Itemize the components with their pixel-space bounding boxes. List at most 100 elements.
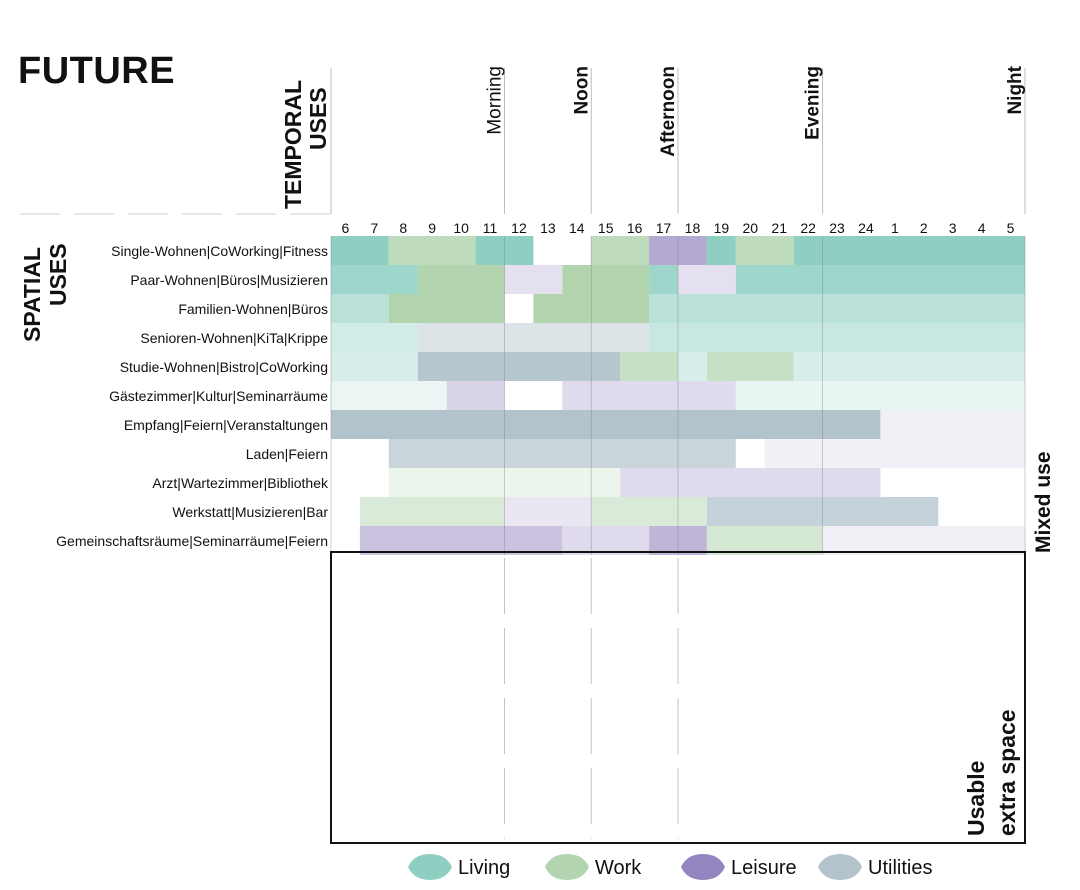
hour-tick-label: 9: [428, 220, 436, 236]
hour-tick-label: 19: [714, 220, 730, 236]
legend-label: Living: [458, 857, 510, 879]
hour-tick-label: 17: [656, 220, 672, 236]
day-period-label: Morning: [485, 66, 506, 135]
hour-tick-label: 10: [453, 220, 469, 236]
row-label: Familien-Wohnen|Büros: [178, 301, 328, 317]
use-segment: [331, 381, 447, 410]
use-segment: [678, 265, 736, 294]
legend-label: Utilities: [868, 857, 932, 879]
extra-space-label: extra space: [994, 709, 1020, 836]
use-segment: [706, 497, 939, 526]
use-segment: [591, 236, 650, 265]
use-segment: [331, 265, 418, 294]
use-segment: [504, 265, 563, 294]
row-label: Werkstatt|Musizieren|Bar: [172, 504, 328, 520]
row-label: Empfang|Feiern|Veranstaltungen: [124, 417, 328, 433]
day-period-label: Noon: [571, 66, 592, 115]
use-segment: [331, 323, 418, 352]
use-segment: [331, 236, 389, 265]
use-segment: [446, 381, 505, 410]
use-segment: [649, 323, 1025, 352]
temporal-uses-label: TEMPORAL: [280, 80, 306, 209]
legend-swatch-living: [408, 854, 452, 880]
extra-space-box: [330, 551, 1026, 844]
use-segment: [359, 497, 505, 526]
use-segment: [793, 236, 1025, 265]
use-segment: [706, 352, 794, 381]
use-segment: [388, 468, 621, 497]
use-segment: [417, 352, 621, 381]
legend-swatch-work: [545, 854, 589, 880]
legend-label: Leisure: [731, 857, 797, 879]
use-segment: [735, 265, 1025, 294]
hour-tick-label: 1: [891, 220, 899, 236]
row-label: Studie-Wohnen|Bistro|CoWorking: [120, 359, 328, 375]
hour-tick-label: 22: [800, 220, 816, 236]
use-segment: [591, 497, 707, 526]
use-segment: [793, 352, 1025, 381]
use-segment: [764, 439, 1025, 468]
hour-tick-label: 4: [978, 220, 986, 236]
day-period-label: Evening: [803, 66, 824, 140]
hour-tick-label: 13: [540, 220, 556, 236]
hour-tick-label: 6: [342, 220, 350, 236]
use-segment: [475, 236, 534, 265]
use-segment: [417, 323, 650, 352]
use-segment: [388, 236, 476, 265]
hour-tick-label: 18: [685, 220, 701, 236]
use-segment: [678, 352, 707, 381]
hour-tick-label: 12: [511, 220, 527, 236]
legend-swatch-utilities: [818, 854, 862, 880]
use-segment: [388, 439, 736, 468]
row-label: Arzt|Wartezimmer|Bibliothek: [152, 475, 329, 491]
use-segment: [331, 352, 418, 381]
use-segment: [649, 526, 707, 555]
use-segment: [822, 526, 1025, 555]
use-segment: [706, 236, 736, 265]
use-segment: [533, 294, 650, 323]
hour-tick-label: 5: [1007, 220, 1015, 236]
use-segment: [417, 265, 505, 294]
use-segment: [649, 294, 1025, 323]
page-title: FUTURE: [18, 50, 176, 92]
use-segment: [562, 526, 650, 555]
day-period-label: Afternoon: [658, 66, 679, 157]
use-segment: [562, 381, 736, 410]
hour-tick-label: 16: [627, 220, 643, 236]
extra-space-label: Usable: [963, 761, 989, 836]
row-label: Single-Wohnen|CoWorking|Fitness: [111, 243, 328, 259]
use-segment: [331, 410, 881, 439]
hour-tick-label: 14: [569, 220, 585, 236]
use-segment: [620, 352, 678, 381]
use-segment: [331, 294, 389, 323]
hour-tick-label: 7: [370, 220, 378, 236]
use-segment: [706, 526, 823, 555]
hour-tick-label: 24: [858, 220, 874, 236]
hour-tick-label: 15: [598, 220, 614, 236]
hour-tick-label: 21: [771, 220, 787, 236]
hour-tick-label: 11: [483, 220, 498, 236]
row-label: Gemeinschaftsräume|Seminarräume|Feiern: [56, 533, 328, 549]
mixed-use-label: Mixed use: [1032, 451, 1055, 553]
row-label: Paar-Wohnen|Büros|Musizieren: [130, 272, 328, 288]
row-label: Laden|Feiern: [246, 446, 328, 462]
use-segment: [880, 410, 1025, 439]
use-segment: [649, 265, 678, 294]
hour-tick-label: 8: [399, 220, 407, 236]
use-segment: [620, 468, 881, 497]
row-label: Senioren-Wohnen|KiTa|Krippe: [140, 330, 328, 346]
hour-tick-label: 3: [949, 220, 957, 236]
row-label: Gästezimmer|Kultur|Seminarräume: [109, 388, 328, 404]
spatial-uses-label: USES: [45, 243, 71, 306]
use-segment: [359, 526, 563, 555]
hour-tick-label: 23: [829, 220, 845, 236]
use-segment: [649, 236, 707, 265]
use-segment: [388, 294, 505, 323]
hour-tick-label: 20: [743, 220, 759, 236]
day-period-label: Night: [1005, 65, 1026, 114]
use-segment: [562, 265, 650, 294]
hour-tick-label: 2: [920, 220, 928, 236]
legend-swatch-leisure: [681, 854, 725, 880]
use-segment: [735, 381, 1025, 410]
